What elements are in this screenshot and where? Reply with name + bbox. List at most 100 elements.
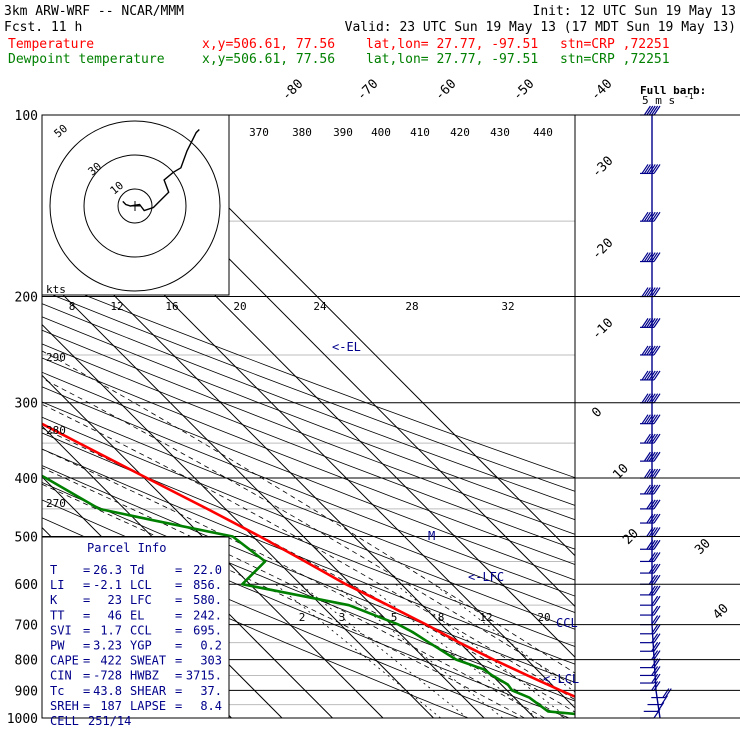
parcel-key-shear: SHEAR <box>130 684 167 698</box>
isotherm-label-10: 10 <box>610 461 632 483</box>
parcel-value-ygp: 0.2 <box>200 639 222 653</box>
parcel-value-cin: -728 <box>93 669 122 683</box>
isotherm-label-20: 20 <box>620 526 642 548</box>
dewpoint-legend: Dewpoint temperature <box>8 52 165 67</box>
wind-barb-flag <box>651 641 659 652</box>
wind-barb-flag <box>643 252 651 262</box>
theta-e-label-24: 24 <box>313 300 327 313</box>
wind-barb-flag <box>653 527 661 537</box>
dry-adiabat-350 <box>42 401 575 613</box>
parcel-eq: = <box>83 623 90 637</box>
wind-barb-flag <box>653 595 661 606</box>
init-time: Init: 12 UTC Sun 19 May 13 <box>533 4 737 19</box>
parcel-value-tc: 43.8 <box>93 684 122 698</box>
wind-barb-flag <box>653 539 661 550</box>
isotherm-label--20: -20 <box>589 236 616 263</box>
parcel-value-td: 22.0 <box>193 563 222 577</box>
pressure-tick-1000: 1000 <box>7 712 38 727</box>
model-title: 3km ARW-WRF -- NCAR/MMM <box>4 4 184 19</box>
isotherm-label--30: -30 <box>589 154 616 181</box>
wind-barb-flag <box>651 681 659 691</box>
isotherm-10 <box>42 222 535 718</box>
wind-barb-325 <box>640 414 661 425</box>
theta-e-label-8: 8 <box>69 300 76 313</box>
parcel-key-sreh: SREH <box>50 699 79 713</box>
wind-barb-975 <box>643 702 665 712</box>
wind-barb-175 <box>640 252 661 263</box>
wind-barb-flag <box>641 318 649 328</box>
wind-barb-600 <box>640 574 661 585</box>
wind-barb-675 <box>640 605 661 616</box>
theta-label-400: 400 <box>371 126 391 139</box>
temperature-latlon: lat,lon= 27.77, -97.51 <box>366 37 538 52</box>
isotherm--30 <box>42 425 333 718</box>
hodograph-ring-10 <box>117 188 153 224</box>
wind-barb-flag <box>653 468 661 479</box>
wind-barb-250 <box>640 345 661 356</box>
dry-adiabat-420 <box>42 303 575 506</box>
wind-barb-flag <box>653 211 661 222</box>
barb-key-line2: 5 m s <box>642 94 675 107</box>
wind-barb-700 <box>640 615 661 626</box>
parcel-info-box: Parcel Info T = 26.3 Td = 22.0LI = -2.1 LCL = 856.… <box>41 536 230 728</box>
forecast-hour: Fcst. 11 h <box>4 20 82 35</box>
isotherm-label-40: 40 <box>710 601 732 623</box>
parcel-value-k: 23 <box>108 593 122 607</box>
parcel-eq: = <box>83 654 90 668</box>
wind-barb-flag <box>643 433 651 444</box>
theta-label-420: 420 <box>450 126 470 139</box>
wind-barb-425 <box>640 484 661 495</box>
parcel-value-pw: 3.23 <box>93 639 122 653</box>
wind-barb-950 <box>647 695 668 706</box>
dry-adiabat-390 <box>42 343 575 550</box>
moist-adiabat-8 <box>42 483 525 718</box>
theta-label-440: 440 <box>533 126 553 139</box>
wind-barb-725 <box>640 624 661 635</box>
dry-adiabat-380 <box>42 357 575 565</box>
dewpoint-latlon: lat,lon= 27.77, -97.51 <box>366 52 538 67</box>
wind-barb-flag <box>653 433 661 444</box>
parcel-eq: = <box>175 639 182 653</box>
wind-barb-150 <box>640 211 661 222</box>
parcel-key-ygp: YGP <box>130 639 152 653</box>
parcel-info-title: Parcel Info <box>87 541 166 555</box>
mixing-ratio-8 <box>366 583 538 718</box>
wind-barb-flag <box>653 164 661 174</box>
wind-barb-flag <box>653 624 661 635</box>
isotherm--10 <box>42 323 434 718</box>
mixing-ratio-label-12: 12 <box>479 611 492 624</box>
moist-adiabat-28 <box>42 377 575 688</box>
mixing-ratio-3 <box>300 583 468 718</box>
wind-barb-625 <box>640 585 661 596</box>
wind-barb-flag <box>653 370 661 381</box>
parcel-value-lapse: 8.4 <box>200 699 222 713</box>
wind-barb-flag <box>641 414 649 424</box>
mixing-ratio-label-8: 8 <box>438 611 445 624</box>
pressure-tick-400: 400 <box>15 472 38 487</box>
dewpoint-station: stn=CRP ,72251 <box>560 52 670 67</box>
dry-adiabat-360 <box>42 386 575 597</box>
parcel-value-ccl: 695. <box>193 623 222 637</box>
wind-staff-line <box>651 115 661 719</box>
isotherm-label--80: -80 <box>279 77 306 104</box>
lfc-marker: <-LFC <box>468 570 504 584</box>
el-marker: <-EL <box>332 340 361 354</box>
parcel-key-sweat: SWEAT <box>130 654 166 668</box>
dewpoint-trace <box>42 474 575 716</box>
wind-barb-flag <box>653 574 661 585</box>
wind-barb-flag <box>651 650 659 660</box>
parcel-key-cin: CIN <box>50 669 72 683</box>
parcel-eq: = <box>83 593 90 607</box>
wind-barb-550 <box>640 552 661 563</box>
isotherm--20 <box>42 374 384 718</box>
parcel-value-cape: 422 <box>100 654 122 668</box>
wind-barb-flag <box>643 468 651 479</box>
parcel-eq: = <box>83 608 90 622</box>
parcel-value-li: -2.1 <box>93 578 122 592</box>
parcel-eq: = <box>175 684 182 698</box>
mixing-ratio-label-5: 5 <box>391 611 398 624</box>
parcel-value-el: 242. <box>193 608 222 622</box>
parcel-eq: = <box>175 608 182 622</box>
parcel-key-el: EL <box>130 608 144 622</box>
